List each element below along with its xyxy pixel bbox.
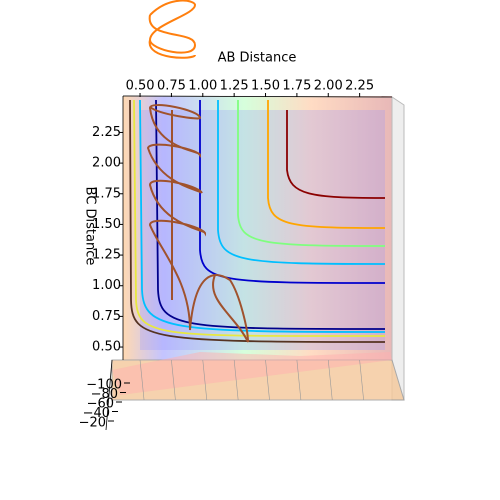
y-axis-label: BC Distance xyxy=(83,187,98,266)
y-tick-label: 0.75 xyxy=(92,309,121,324)
ticks: 0.50 0.75 1.00 1.25 1.50 1.75 2.00 2.250.500.75… xyxy=(79,79,375,431)
y-tick-label: 1.25 xyxy=(92,248,121,263)
x-tick-label: 1.00 xyxy=(188,79,217,94)
y-tick-label: 2.25 xyxy=(92,125,121,140)
floor-grid-line xyxy=(202,359,208,401)
surface-edge xyxy=(112,352,392,395)
floor-grid-line xyxy=(171,359,176,401)
x-tick-label: 0.50 xyxy=(126,79,155,94)
floor-grid-line xyxy=(233,359,239,401)
y-tick-label: 2.00 xyxy=(92,156,121,171)
z-tick-label: −80 xyxy=(91,387,118,402)
z-tick-label: −60 xyxy=(87,397,114,412)
y-tick-label: 1.75 xyxy=(92,186,121,201)
y-tick-label: 0.50 xyxy=(92,340,121,355)
floor-grid-line xyxy=(327,359,333,401)
trajectory xyxy=(146,0,249,343)
floor-grid-line xyxy=(265,359,270,401)
x-tick-label: 2.25 xyxy=(345,79,374,94)
z-tick-label: −20 xyxy=(79,416,106,431)
x-tick-label: 1.25 xyxy=(220,79,249,94)
floor-grid-line xyxy=(296,359,302,401)
floor-grid-line xyxy=(359,359,364,401)
y-tick-label: 1.50 xyxy=(92,217,121,232)
y-tick-label: 1.00 xyxy=(92,278,121,293)
x-tick-label: 2.00 xyxy=(314,79,343,94)
x-tick-label: 1.75 xyxy=(282,79,311,94)
x-axis-label: AB Distance xyxy=(218,51,297,66)
surface-well xyxy=(140,110,385,350)
x-tick-label: 0.75 xyxy=(157,79,186,94)
axis-line xyxy=(122,95,393,98)
axis-line xyxy=(105,359,113,431)
z-tick-label: −100 xyxy=(86,378,122,393)
floor-grid-line xyxy=(139,359,145,401)
z-tick-label: −40 xyxy=(83,406,110,421)
x-tick-label: 1.50 xyxy=(251,79,280,94)
